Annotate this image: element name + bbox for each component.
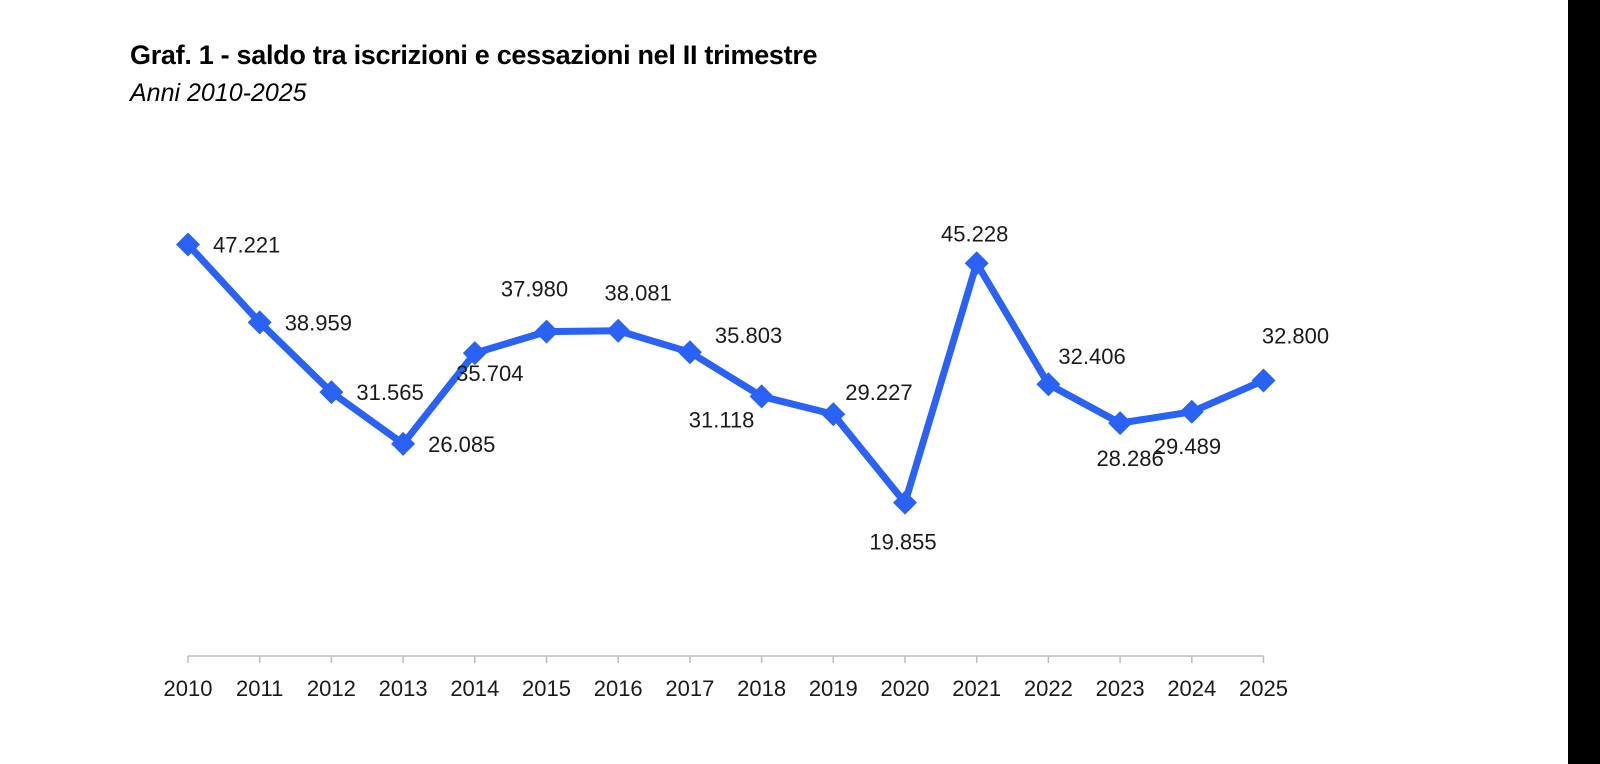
x-tick-label: 2014 xyxy=(450,676,499,701)
x-tick-label: 2023 xyxy=(1096,676,1145,701)
data-point-marker xyxy=(1108,411,1133,436)
series-line xyxy=(184,240,1267,507)
chart-subtitle: Anni 2010-2025 xyxy=(130,79,307,107)
x-tick-label: 2021 xyxy=(952,676,1001,701)
x-tick-label: 2012 xyxy=(307,676,356,701)
x-tick-label: 2024 xyxy=(1167,676,1216,701)
data-label: 37.980 xyxy=(501,277,568,302)
line-chart: 2010 2011 2012 2013 2014 2015 2016 2017 2018 2019… xyxy=(164,221,1330,701)
data-point-marker xyxy=(247,310,272,335)
data-label: 31.118 xyxy=(689,407,755,432)
data-point-marker xyxy=(749,384,774,409)
data-point-marker xyxy=(606,318,631,343)
data-point-marker xyxy=(677,340,702,365)
data-label: 38.959 xyxy=(285,310,352,335)
chart-title: Graf. 1 - saldo tra iscrizioni e cessazi… xyxy=(130,40,818,70)
data-point-marker xyxy=(534,319,559,344)
data-label: 32.800 xyxy=(1262,324,1329,349)
data-label: 28.286 xyxy=(1096,446,1163,471)
x-tick-label: 2020 xyxy=(881,676,930,701)
data-point-marker xyxy=(176,232,200,257)
x-tick-label: 2019 xyxy=(809,676,858,701)
data-label: 47.221 xyxy=(213,232,280,257)
data-label: 35.704 xyxy=(456,361,523,386)
right-edge-bar xyxy=(1568,0,1600,764)
data-point-marker xyxy=(1251,368,1276,393)
x-tick-label: 2016 xyxy=(594,676,643,701)
data-point-marker xyxy=(1179,399,1204,424)
x-tick-label: 2025 xyxy=(1239,676,1288,701)
data-label: 26.085 xyxy=(428,432,495,457)
data-point-marker xyxy=(964,251,989,276)
data-label: 31.565 xyxy=(356,380,423,405)
x-tick-label: 2017 xyxy=(665,676,714,701)
x-tick-label: 2010 xyxy=(164,676,213,701)
data-point-marker xyxy=(319,380,344,405)
data-point-marker xyxy=(821,402,846,427)
data-label: 45.228 xyxy=(941,221,1008,246)
data-point-marker xyxy=(391,431,416,456)
data-label: 19.855 xyxy=(869,530,936,555)
x-tick-label: 2015 xyxy=(522,676,571,701)
x-tick-label: 2022 xyxy=(1024,676,1073,701)
x-tick-label: 2013 xyxy=(379,676,428,701)
x-tick-label: 2018 xyxy=(737,676,786,701)
data-point-marker xyxy=(462,341,487,366)
data-label: 35.803 xyxy=(715,323,782,348)
data-point-marker xyxy=(893,490,917,515)
data-label: 29.227 xyxy=(845,380,912,405)
data-label: 38.081 xyxy=(605,281,672,306)
data-point-marker xyxy=(1036,372,1061,397)
data-label: 29.489 xyxy=(1154,434,1221,459)
x-tick-label: 2011 xyxy=(236,676,283,701)
data-label: 32.406 xyxy=(1058,344,1125,369)
